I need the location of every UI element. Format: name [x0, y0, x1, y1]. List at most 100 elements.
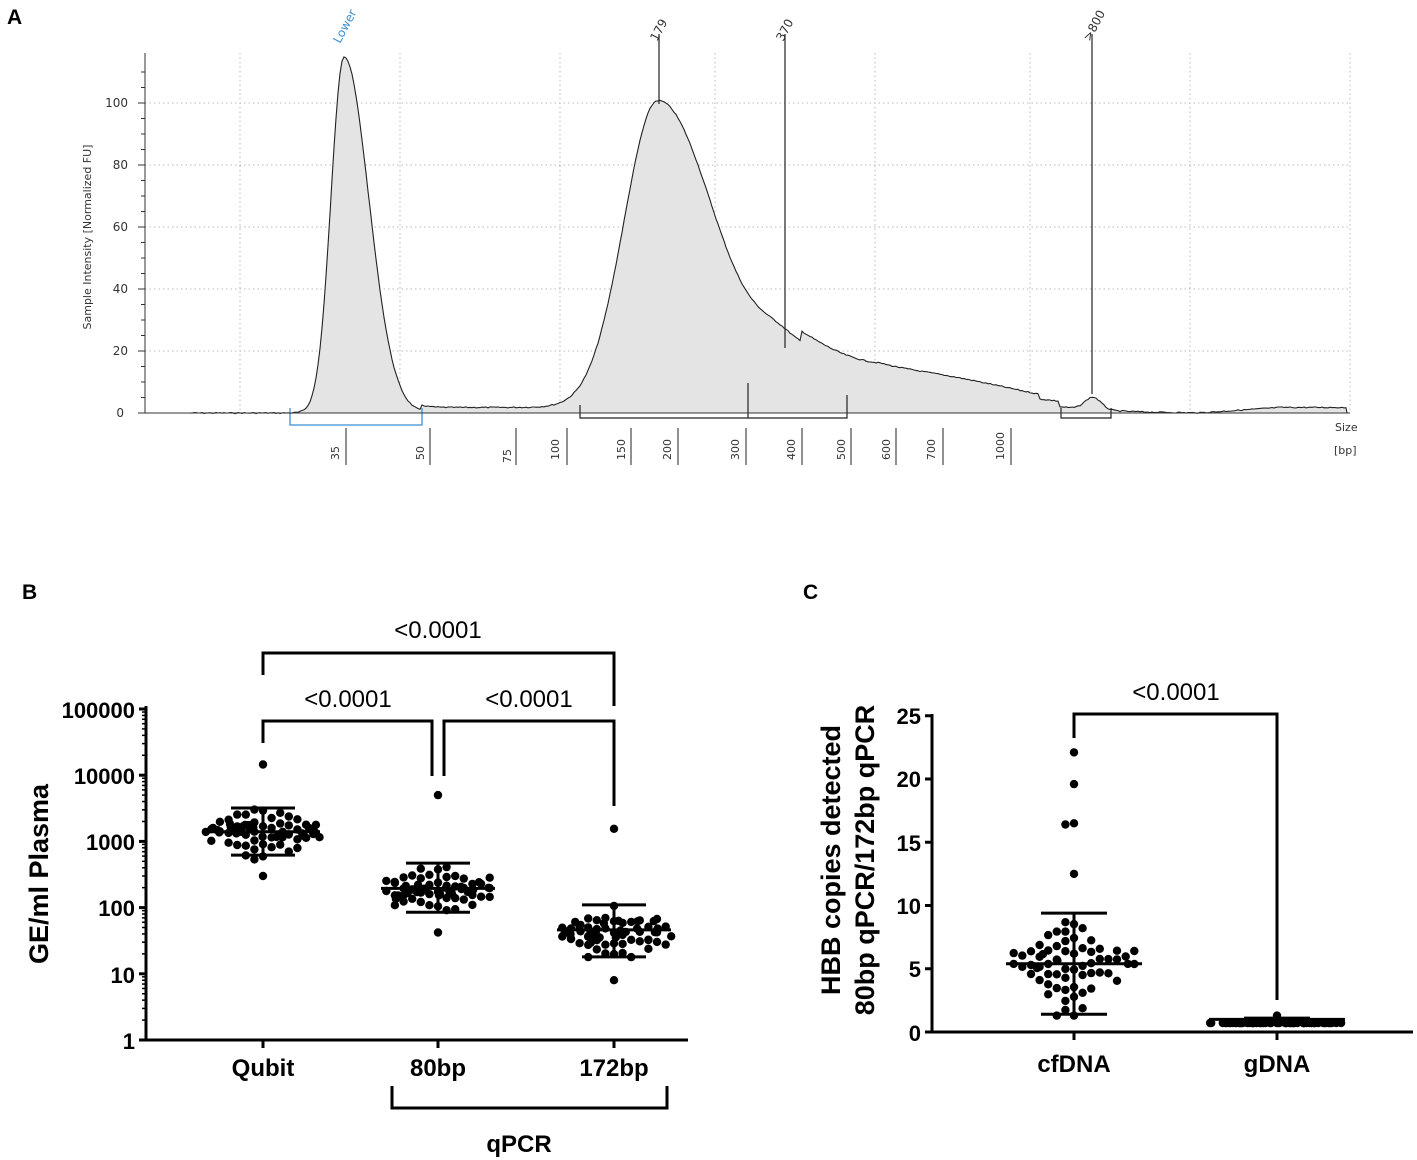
data-point: [609, 976, 619, 985]
data-point: [1095, 944, 1105, 953]
data-point: [1087, 936, 1096, 945]
mean-sd-bars: [1006, 911, 1345, 1023]
data-point: [1061, 964, 1070, 974]
data-point: [1095, 968, 1105, 977]
electropherogram-trace: [189, 56, 1348, 415]
data-point: [1018, 951, 1027, 960]
data-point: [618, 930, 627, 939]
y-tick-label: 20: [897, 767, 921, 792]
x-tick-label: 100: [549, 439, 562, 460]
data-point: [1078, 1004, 1087, 1013]
data-point: [311, 820, 321, 829]
x-tick-label: 500: [835, 439, 848, 460]
data-point: [433, 928, 443, 937]
data-point: [485, 873, 494, 882]
data-point: [416, 874, 425, 883]
data-point: [1078, 988, 1087, 997]
data-point: [293, 815, 302, 824]
data-point: [233, 840, 242, 850]
data-point: [599, 919, 609, 928]
data-point: [250, 836, 259, 845]
x-axis-unit: [bp]: [1334, 444, 1357, 457]
data-point: [1069, 779, 1079, 789]
x-tick-label: 150: [615, 439, 628, 460]
data-point: [1087, 968, 1096, 978]
y-tick-labels: 0 5 10 15 20 25: [897, 704, 921, 1046]
data-point: [652, 937, 662, 947]
x-tick-labels: 35 50 75 100 150 200 300 400 500 600 700…: [329, 432, 1007, 463]
data-point: [403, 888, 412, 898]
data-point: [1026, 969, 1036, 979]
data-point: [1069, 748, 1079, 757]
data-point: [408, 894, 417, 903]
data-point: [1087, 947, 1096, 957]
region-bracket-main: [579, 395, 848, 419]
category-label-qubit: Qubit: [232, 1055, 295, 1082]
data-point: [644, 944, 653, 953]
data-point: [416, 897, 425, 907]
x-tick-label: 35: [329, 446, 342, 460]
data-point: [276, 819, 285, 828]
x-tick-label: 200: [661, 439, 674, 460]
data-point: [390, 877, 399, 887]
y-tick-label: 100000: [62, 698, 135, 723]
peak-label-179: 179: [647, 17, 670, 44]
y-tick-label: 1000: [86, 830, 135, 855]
p-value-80bp-172bp: <0.0001: [485, 686, 572, 713]
data-point: [1061, 947, 1070, 956]
y-tick-label: 10000: [74, 764, 135, 789]
qpcr-group-label: qPCR: [486, 1131, 551, 1158]
axes: [925, 714, 1413, 1040]
data-point: [215, 817, 225, 826]
data-point: [1026, 947, 1036, 956]
significance-bracket-80bp-172bp: [442, 719, 616, 806]
data-point: [614, 916, 623, 925]
data-point: [258, 871, 268, 881]
data-point: [250, 855, 259, 864]
y-tick-label: 5: [909, 957, 921, 982]
y-tick-labels: 0 20 40 60 80 100: [105, 96, 128, 420]
data-point: [627, 935, 636, 944]
data-point: [315, 833, 324, 842]
data-point: [667, 932, 676, 941]
data-point: [442, 862, 451, 872]
data-point: [633, 917, 642, 926]
data-point: [627, 917, 636, 927]
y-tick-labels: 1 10 100 1000 10000 100000: [62, 698, 135, 1054]
data-point: [1078, 970, 1087, 980]
data-point: [1032, 963, 1042, 973]
y-axis-title-line-1: HBB copies detected: [816, 725, 846, 995]
data-point: [1121, 952, 1130, 961]
data-point: [241, 810, 250, 819]
gridlines: [145, 53, 1351, 413]
peak-label-800: >800: [1080, 8, 1108, 44]
x-tick-label: 700: [925, 439, 938, 460]
data-point: [1052, 927, 1062, 936]
data-point: [1044, 930, 1053, 940]
data-point: [1044, 980, 1053, 989]
category-label-cfdna: cfDNA: [1037, 1051, 1110, 1078]
p-value-qubit-172bp: <0.0001: [394, 617, 481, 644]
y-axis: [138, 53, 1350, 414]
data-point: [485, 892, 494, 902]
axes: [139, 706, 688, 1048]
y-tick-label: 100: [98, 896, 135, 921]
data-point: [566, 929, 575, 939]
data-point: [1061, 1005, 1070, 1015]
data-point: [1061, 973, 1070, 982]
data-point: [1061, 996, 1070, 1006]
panel-label-b: B: [22, 581, 37, 604]
data-point: [391, 894, 401, 903]
data-point: [575, 939, 584, 948]
data-point: [1052, 983, 1062, 993]
hbb-ratio-scatter-panel: 0 5 10 15 20 25 HBB copies detected 80bp…: [816, 679, 1413, 1078]
y-axis-title: Sample Intensity [Normalized FU]: [81, 145, 94, 330]
data-point: [293, 835, 302, 844]
data-point: [1130, 946, 1139, 956]
data-point: [618, 939, 627, 949]
data-point: [1061, 985, 1070, 995]
category-label-gdna: gDNA: [1244, 1051, 1311, 1078]
data-point: [609, 824, 619, 833]
data-point: [250, 845, 259, 854]
data-points: [1009, 748, 1346, 1028]
